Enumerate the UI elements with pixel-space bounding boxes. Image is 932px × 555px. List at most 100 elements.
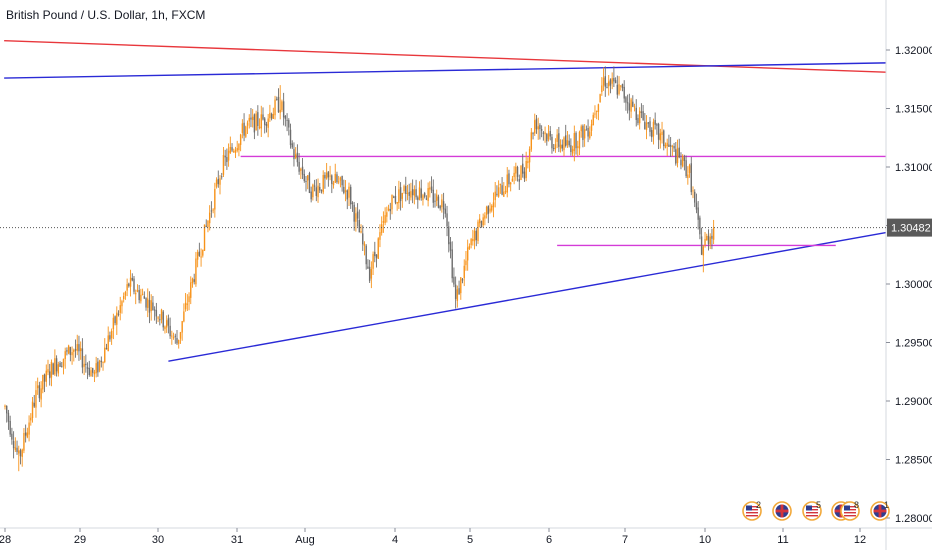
candle-body	[79, 348, 82, 352]
candle	[227, 143, 230, 167]
drawing-layer[interactable]	[4, 39, 887, 362]
candle-body	[351, 202, 354, 204]
candle	[695, 193, 698, 214]
candle-body	[26, 432, 29, 438]
candle-body	[374, 251, 376, 257]
candle	[131, 273, 133, 282]
candle-body	[561, 144, 563, 149]
candle-body	[38, 385, 41, 399]
candle-body	[587, 127, 589, 137]
candle	[628, 93, 631, 121]
event-badge[interactable]: 5	[802, 500, 822, 521]
candle-body	[270, 113, 273, 119]
candle-body	[16, 447, 18, 452]
candle-body	[678, 147, 680, 158]
candle	[215, 177, 218, 189]
candle-body	[547, 133, 550, 140]
candle	[178, 339, 180, 349]
candle-body	[255, 113, 257, 131]
candle	[277, 88, 280, 113]
candle-body	[21, 449, 23, 457]
candle	[509, 181, 512, 192]
candle	[348, 182, 350, 206]
candle-body	[475, 230, 477, 241]
candle	[638, 107, 641, 130]
candle-body	[427, 188, 429, 201]
event-badges[interactable]: 25881	[742, 500, 890, 521]
candle	[671, 144, 674, 157]
candle	[681, 154, 684, 168]
candle	[432, 179, 434, 208]
candle	[644, 113, 646, 130]
candle	[491, 204, 493, 213]
candle-body	[147, 298, 149, 308]
candle	[566, 131, 569, 148]
candle-body	[307, 175, 309, 181]
candle-body	[429, 187, 431, 190]
candle-body	[343, 186, 345, 194]
candle-body	[33, 402, 35, 407]
candle	[341, 175, 343, 192]
candle	[55, 355, 58, 377]
candle	[315, 179, 318, 202]
candle-body	[332, 182, 335, 186]
event-badge[interactable]: 8	[840, 500, 860, 521]
candle-body	[401, 192, 404, 199]
candle-body	[117, 313, 120, 315]
candle	[415, 179, 417, 200]
candle	[212, 208, 214, 214]
candle-body	[422, 195, 424, 201]
red-resistance-line[interactable]	[4, 39, 887, 73]
blue-upper-trend-line[interactable]	[4, 62, 887, 79]
candle-body	[700, 236, 703, 255]
candle-body	[14, 447, 17, 450]
candle-body	[93, 372, 96, 375]
candle-body	[355, 213, 357, 222]
candle-body	[582, 125, 584, 141]
candle	[88, 360, 90, 377]
candle	[602, 67, 605, 91]
candle	[358, 209, 361, 233]
flag-stripe	[806, 512, 818, 514]
candle-body	[516, 166, 519, 177]
candle-body	[181, 321, 183, 333]
candle-body	[334, 173, 336, 183]
candle	[453, 267, 455, 288]
candle-body	[251, 116, 254, 121]
candle	[301, 158, 304, 180]
candle	[489, 202, 491, 214]
candle-body	[484, 215, 486, 219]
candle-body	[239, 134, 242, 145]
candle-body	[167, 318, 170, 326]
candle-body	[668, 144, 670, 147]
candle-body	[331, 175, 333, 184]
candle	[573, 125, 576, 162]
candle-body	[74, 349, 77, 351]
candle	[305, 176, 307, 192]
us-flag-icon	[745, 504, 759, 518]
candle-body	[497, 187, 500, 197]
candle-body	[54, 358, 56, 375]
candle	[191, 277, 194, 288]
candle	[54, 349, 56, 376]
candle	[522, 153, 524, 178]
candle-body	[626, 102, 629, 104]
candle-body	[109, 335, 111, 340]
event-badge[interactable]: 1	[870, 500, 890, 521]
candle	[422, 193, 424, 206]
blue-lower-trend-line[interactable]	[168, 231, 887, 362]
candle	[157, 315, 159, 323]
candle	[620, 85, 622, 91]
candle-body	[532, 133, 534, 135]
flag-cross-v	[780, 504, 784, 518]
candle-body	[702, 246, 705, 256]
candle	[626, 94, 629, 114]
candle-body	[325, 172, 328, 179]
candle-body	[647, 122, 649, 124]
event-badge[interactable]: 2	[742, 500, 762, 521]
candle	[554, 138, 557, 153]
event-badge[interactable]	[772, 501, 792, 521]
candle-body	[210, 210, 213, 212]
